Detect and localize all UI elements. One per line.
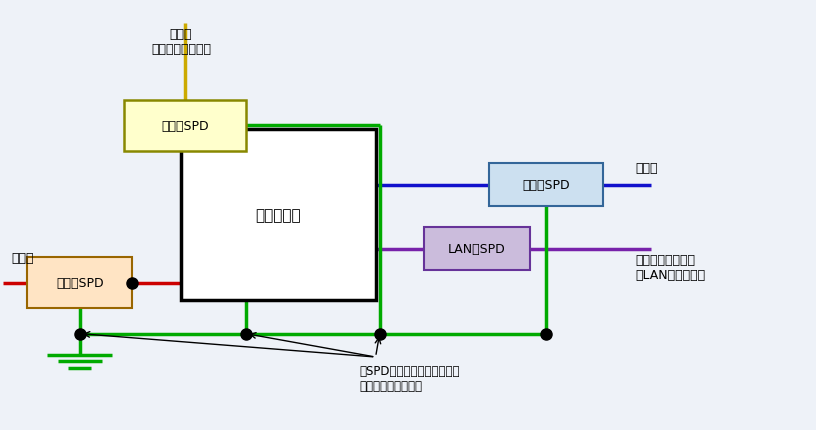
FancyBboxPatch shape — [489, 164, 602, 206]
FancyBboxPatch shape — [124, 100, 246, 151]
Text: ネットワーク回線
（LANケーブル）: ネットワーク回線 （LANケーブル） — [635, 253, 705, 281]
FancyBboxPatch shape — [181, 130, 375, 300]
Text: LAN用SPD: LAN用SPD — [448, 243, 506, 255]
Text: 電源用SPD: 電源用SPD — [56, 276, 104, 289]
Text: 通信線: 通信線 — [635, 162, 658, 175]
Text: 通信用SPD: 通信用SPD — [522, 179, 570, 192]
Text: 信号線
（同軸ケーブル）: 信号線 （同軸ケーブル） — [151, 28, 211, 56]
FancyBboxPatch shape — [27, 258, 132, 308]
Text: 電源線: 電源線 — [11, 251, 33, 264]
FancyBboxPatch shape — [424, 228, 530, 270]
Text: 被保護機器: 被保護機器 — [255, 208, 301, 222]
Text: 各SPDと被保護機器の接地は
全て共通で接続する: 各SPDと被保護機器の接地は 全て共通で接続する — [359, 365, 460, 393]
Text: 同軸用SPD: 同軸用SPD — [162, 120, 209, 132]
